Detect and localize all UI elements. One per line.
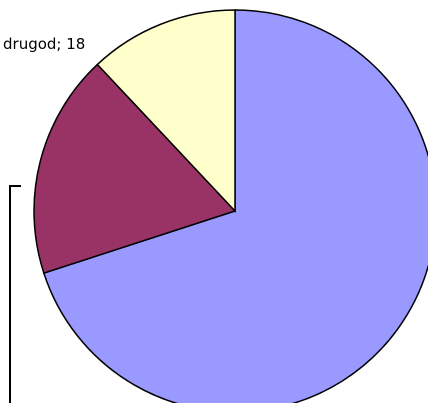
pie-slice-3 — [96, 9, 236, 213]
pie-slice-2 — [33, 63, 237, 275]
leader-line — [9, 185, 21, 403]
pie-slice-1 — [42, 9, 428, 403]
data-label-drugod: drugod; 18 — [3, 35, 85, 53]
pie-slices — [33, 9, 428, 403]
